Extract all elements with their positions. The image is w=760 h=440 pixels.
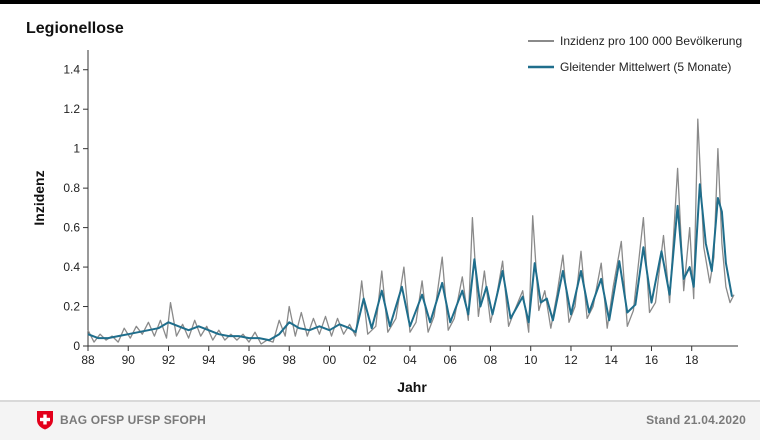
- incidence-chart: Legionellose Inzidenz Jahr 0 0.2 0.4 0.6 0.8…: [26, 20, 742, 395]
- x-tick-label: 12: [564, 353, 578, 367]
- y-tick-label: 1.4: [63, 63, 80, 77]
- x-tick-label: 14: [605, 353, 619, 367]
- swiss-shield-icon: [37, 411, 53, 430]
- chart-axes: 0 0.2 0.4 0.6 0.8 1 1.2 1.4 88 90 92 94 96 98 00 02 04 06…: [63, 50, 738, 367]
- legend-label: Gleitender Mittelwert (5 Monate): [560, 60, 731, 74]
- x-axis-label: Jahr: [397, 379, 427, 395]
- y-tick-label: 0.8: [63, 181, 80, 195]
- incidence-series-line: [87, 118, 735, 345]
- footer: [0, 402, 760, 440]
- chart-legend: Inzidenz pro 100 000 Bevölkerung Gleitend…: [528, 34, 742, 74]
- bag-logo: BAG OFSP UFSP SFOPH: [36, 410, 206, 430]
- y-tick-label: 0.4: [63, 260, 80, 274]
- x-tick-label: 92: [162, 353, 176, 367]
- x-tick-label: 06: [444, 353, 458, 367]
- x-tick-label: 88: [81, 353, 95, 367]
- y-tick-label: 1.2: [63, 102, 80, 116]
- stand-date: Stand 21.04.2020: [646, 413, 746, 427]
- y-tick-label: 0: [73, 339, 80, 353]
- y-axis-label: Inzidenz: [31, 170, 47, 225]
- top-border: [0, 0, 760, 4]
- chart-lines: [87, 118, 735, 345]
- chart-title: Legionellose: [26, 20, 124, 37]
- x-tick-label: 00: [323, 353, 337, 367]
- y-tick-label: 0.6: [63, 221, 80, 235]
- x-tick-label: 16: [645, 353, 659, 367]
- x-tick-label: 02: [363, 353, 377, 367]
- x-tick-label: 98: [283, 353, 297, 367]
- x-tick-label: 18: [685, 353, 699, 367]
- x-tick-label: 90: [122, 353, 136, 367]
- footer-separator: [0, 400, 760, 402]
- moving-average-series-line: [87, 183, 733, 342]
- x-tick-label: 10: [524, 353, 538, 367]
- x-tick-label: 96: [242, 353, 256, 367]
- agency-name: BAG OFSP UFSP SFOPH: [60, 413, 207, 427]
- legend-label: Inzidenz pro 100 000 Bevölkerung: [560, 34, 742, 48]
- y-tick-label: 1: [73, 142, 80, 156]
- x-tick-label: 04: [403, 353, 417, 367]
- x-tick-label: 94: [202, 353, 216, 367]
- y-tick-label: 0.2: [63, 300, 80, 314]
- x-tick-label: 08: [484, 353, 498, 367]
